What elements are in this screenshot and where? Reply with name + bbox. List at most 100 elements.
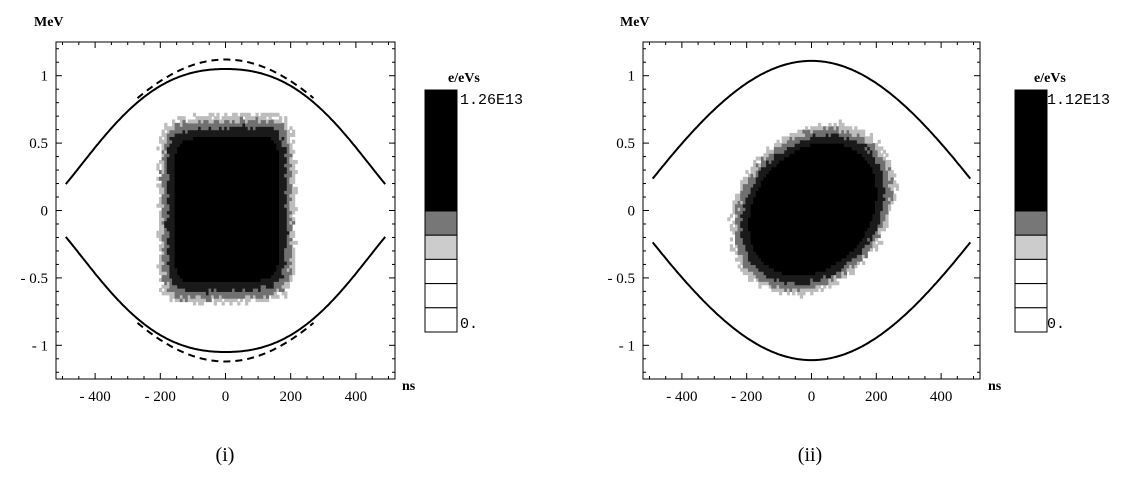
density-cell: [216, 112, 220, 117]
density-cell: [794, 163, 798, 168]
density-cell: [781, 149, 785, 154]
density-cell: [234, 193, 238, 198]
density-cell: [784, 254, 788, 259]
density-cell: [758, 230, 762, 235]
density-cell: [234, 149, 238, 154]
density-cell: [278, 180, 283, 185]
density-cell: [766, 250, 770, 255]
density-cell: [161, 267, 165, 272]
density-cell: [823, 234, 827, 239]
density-cell: [239, 298, 244, 303]
density-cell: [843, 166, 848, 171]
density-cell: [740, 217, 744, 222]
density-cell: [810, 264, 814, 269]
density-cell: [258, 291, 262, 296]
density-cell: [218, 129, 223, 134]
density-cell: [745, 220, 749, 225]
density-cell: [164, 146, 168, 151]
density-cell: [172, 237, 176, 242]
density-cell: [802, 132, 806, 137]
density-cell: [812, 129, 816, 134]
density-cell: [747, 247, 752, 252]
density-cell: [166, 244, 171, 249]
density-cell: [794, 132, 798, 137]
density-cell: [179, 274, 184, 279]
density-cell: [166, 200, 171, 205]
density-cell: [812, 186, 816, 191]
density-cell: [245, 298, 249, 303]
density-cell: [187, 207, 191, 212]
density-cell: [224, 277, 228, 282]
density-cell: [224, 180, 228, 185]
density-cell: [239, 210, 244, 215]
density-cell: [753, 207, 757, 212]
density-cell: [245, 183, 249, 188]
density-cell: [263, 129, 267, 134]
density-cell: [284, 237, 288, 242]
density-cell: [812, 213, 816, 218]
density-cell: [265, 136, 270, 141]
density-cell: [232, 291, 236, 296]
density-cell: [802, 234, 806, 239]
density-cell: [841, 149, 845, 154]
density-cell: [797, 261, 801, 266]
density-cell: [799, 146, 804, 151]
density-cell: [750, 190, 754, 195]
density-cell: [281, 227, 285, 232]
colorbar-cell: [424, 89, 458, 115]
density-cell: [851, 163, 855, 168]
density-cell: [846, 129, 850, 134]
density-cell: [755, 254, 759, 259]
density-cell: [781, 213, 785, 218]
density-cell: [815, 267, 819, 272]
density-cell: [271, 200, 275, 205]
density-cell: [278, 223, 283, 228]
density-cell: [185, 257, 189, 262]
density-cell: [234, 281, 238, 286]
density-cell: [802, 271, 806, 276]
density-cell: [794, 183, 798, 188]
density-cell: [247, 173, 251, 178]
density-cell: [255, 288, 259, 292]
density-cell: [276, 217, 280, 222]
density-cell: [221, 136, 225, 141]
density-cell: [258, 149, 262, 154]
density-cell: [849, 143, 853, 148]
density-cell: [216, 170, 220, 175]
density-cell: [271, 223, 275, 228]
density-cell: [828, 237, 832, 242]
density-cell: [232, 227, 236, 232]
density-cell: [265, 267, 270, 272]
density-cell: [823, 267, 827, 272]
density-cell: [226, 200, 231, 205]
density-cell: [846, 197, 850, 201]
density-cell: [177, 254, 181, 259]
density-cell: [802, 193, 806, 198]
density-cell: [198, 132, 202, 137]
density-cell: [232, 129, 236, 134]
density-cell: [211, 227, 215, 232]
density-cell: [218, 264, 223, 269]
density-cell: [229, 122, 233, 127]
density-cell: [760, 257, 765, 262]
density-cell: [779, 197, 783, 201]
density-cell: [841, 143, 845, 148]
density-cell: [271, 247, 275, 252]
density-cell: [789, 288, 793, 292]
density-cell: [271, 230, 275, 235]
density-cell: [203, 163, 207, 168]
density-cell: [232, 190, 236, 195]
density-cell: [768, 244, 772, 249]
density-cell: [815, 166, 819, 171]
density-cell: [281, 271, 285, 276]
density-cell: [281, 146, 285, 151]
density-cell: [817, 200, 822, 205]
density-cell: [742, 193, 746, 198]
density-cell: [247, 294, 251, 299]
density-cell: [286, 132, 290, 137]
density-cell: [237, 156, 241, 161]
density-cell: [195, 139, 199, 144]
density-cell: [849, 257, 853, 262]
density-cell: [281, 136, 285, 141]
density-cell: [856, 186, 861, 191]
